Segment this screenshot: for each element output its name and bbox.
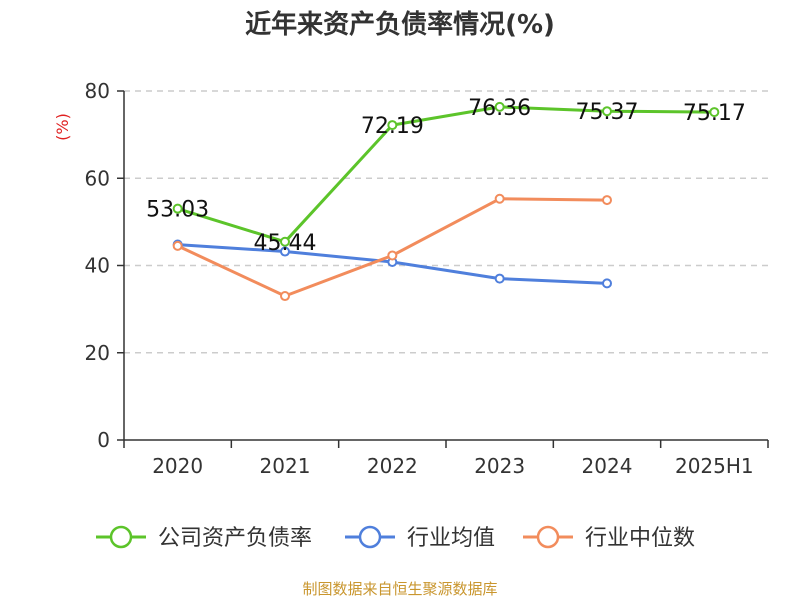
data-label-2024: 75.37 (576, 100, 639, 125)
axis-layer: 0 20 40 60 80 2020 2021 2022 2023 2024 2025H1 (%) (53, 79, 769, 478)
x-tick-label-2023: 2023 (474, 454, 525, 478)
series-layer (172, 101, 720, 302)
data-point-2-2021 (280, 291, 290, 302)
legend-marker-2 (536, 525, 560, 549)
legend-label-2: 行业中位数 (585, 526, 695, 551)
legend-marker-1 (358, 525, 382, 549)
data-label-2023: 76.36 (468, 96, 531, 121)
series-line-0 (177, 105, 715, 244)
data-label-2021: 45.44 (254, 231, 317, 256)
data-point-2-2022 (387, 250, 398, 261)
y-tick-label-20: 20 (85, 341, 110, 365)
grid-layer (124, 90, 768, 354)
x-tick-label-2025H1: 2025H1 (675, 454, 754, 478)
x-tick-label-2021: 2021 (260, 454, 311, 478)
source-note: 制图数据来自恒生聚源数据库 (302, 580, 498, 598)
data-point-0-2020 (172, 203, 183, 214)
data-point-1-2024 (602, 278, 612, 289)
data-label-layer: 53.03 45.44 72.19 76.36 75.37 75.17 (146, 96, 746, 256)
data-point-1-2021 (280, 246, 290, 257)
data-label-2025H1: 75.17 (683, 101, 746, 126)
legend-item-2: 行业中位数 (523, 525, 695, 551)
x-tick-label-2020: 2020 (152, 454, 203, 478)
legend-label-0: 公司资产负债率 (158, 526, 312, 551)
data-label-2020: 53.03 (146, 198, 209, 223)
legend-label-1: 行业均值 (407, 526, 495, 551)
data-label-2022: 72.19 (361, 114, 424, 139)
x-tick-label-2024: 2024 (582, 454, 633, 478)
data-point-0-2025H1 (709, 107, 720, 118)
y-tick-label-80: 80 (85, 79, 110, 103)
data-point-0-2024 (602, 106, 612, 117)
data-point-0-2023 (494, 101, 505, 112)
y-axis-unit: (%) (53, 113, 72, 141)
x-tick-label-2022: 2022 (367, 454, 418, 478)
data-point-2-2023 (494, 193, 505, 204)
y-tick-label-0: 0 (97, 428, 110, 452)
legend: 公司资产负债率 行业均值 行业中位数 (96, 525, 695, 551)
data-point-2-2024 (602, 195, 612, 206)
data-point-0-2022 (387, 120, 398, 131)
legend-item-1: 行业均值 (345, 525, 495, 551)
data-point-1-2023 (494, 273, 505, 284)
legend-marker-0 (109, 525, 133, 549)
data-point-0-2021 (280, 236, 290, 247)
legend-item-0: 公司资产负债率 (96, 525, 312, 551)
data-point-2-2020 (172, 240, 183, 251)
y-tick-label-40: 40 (85, 254, 110, 278)
chart-title: 近年来资产负债率情况(%) (245, 10, 555, 40)
y-tick-label-60: 60 (85, 166, 110, 190)
